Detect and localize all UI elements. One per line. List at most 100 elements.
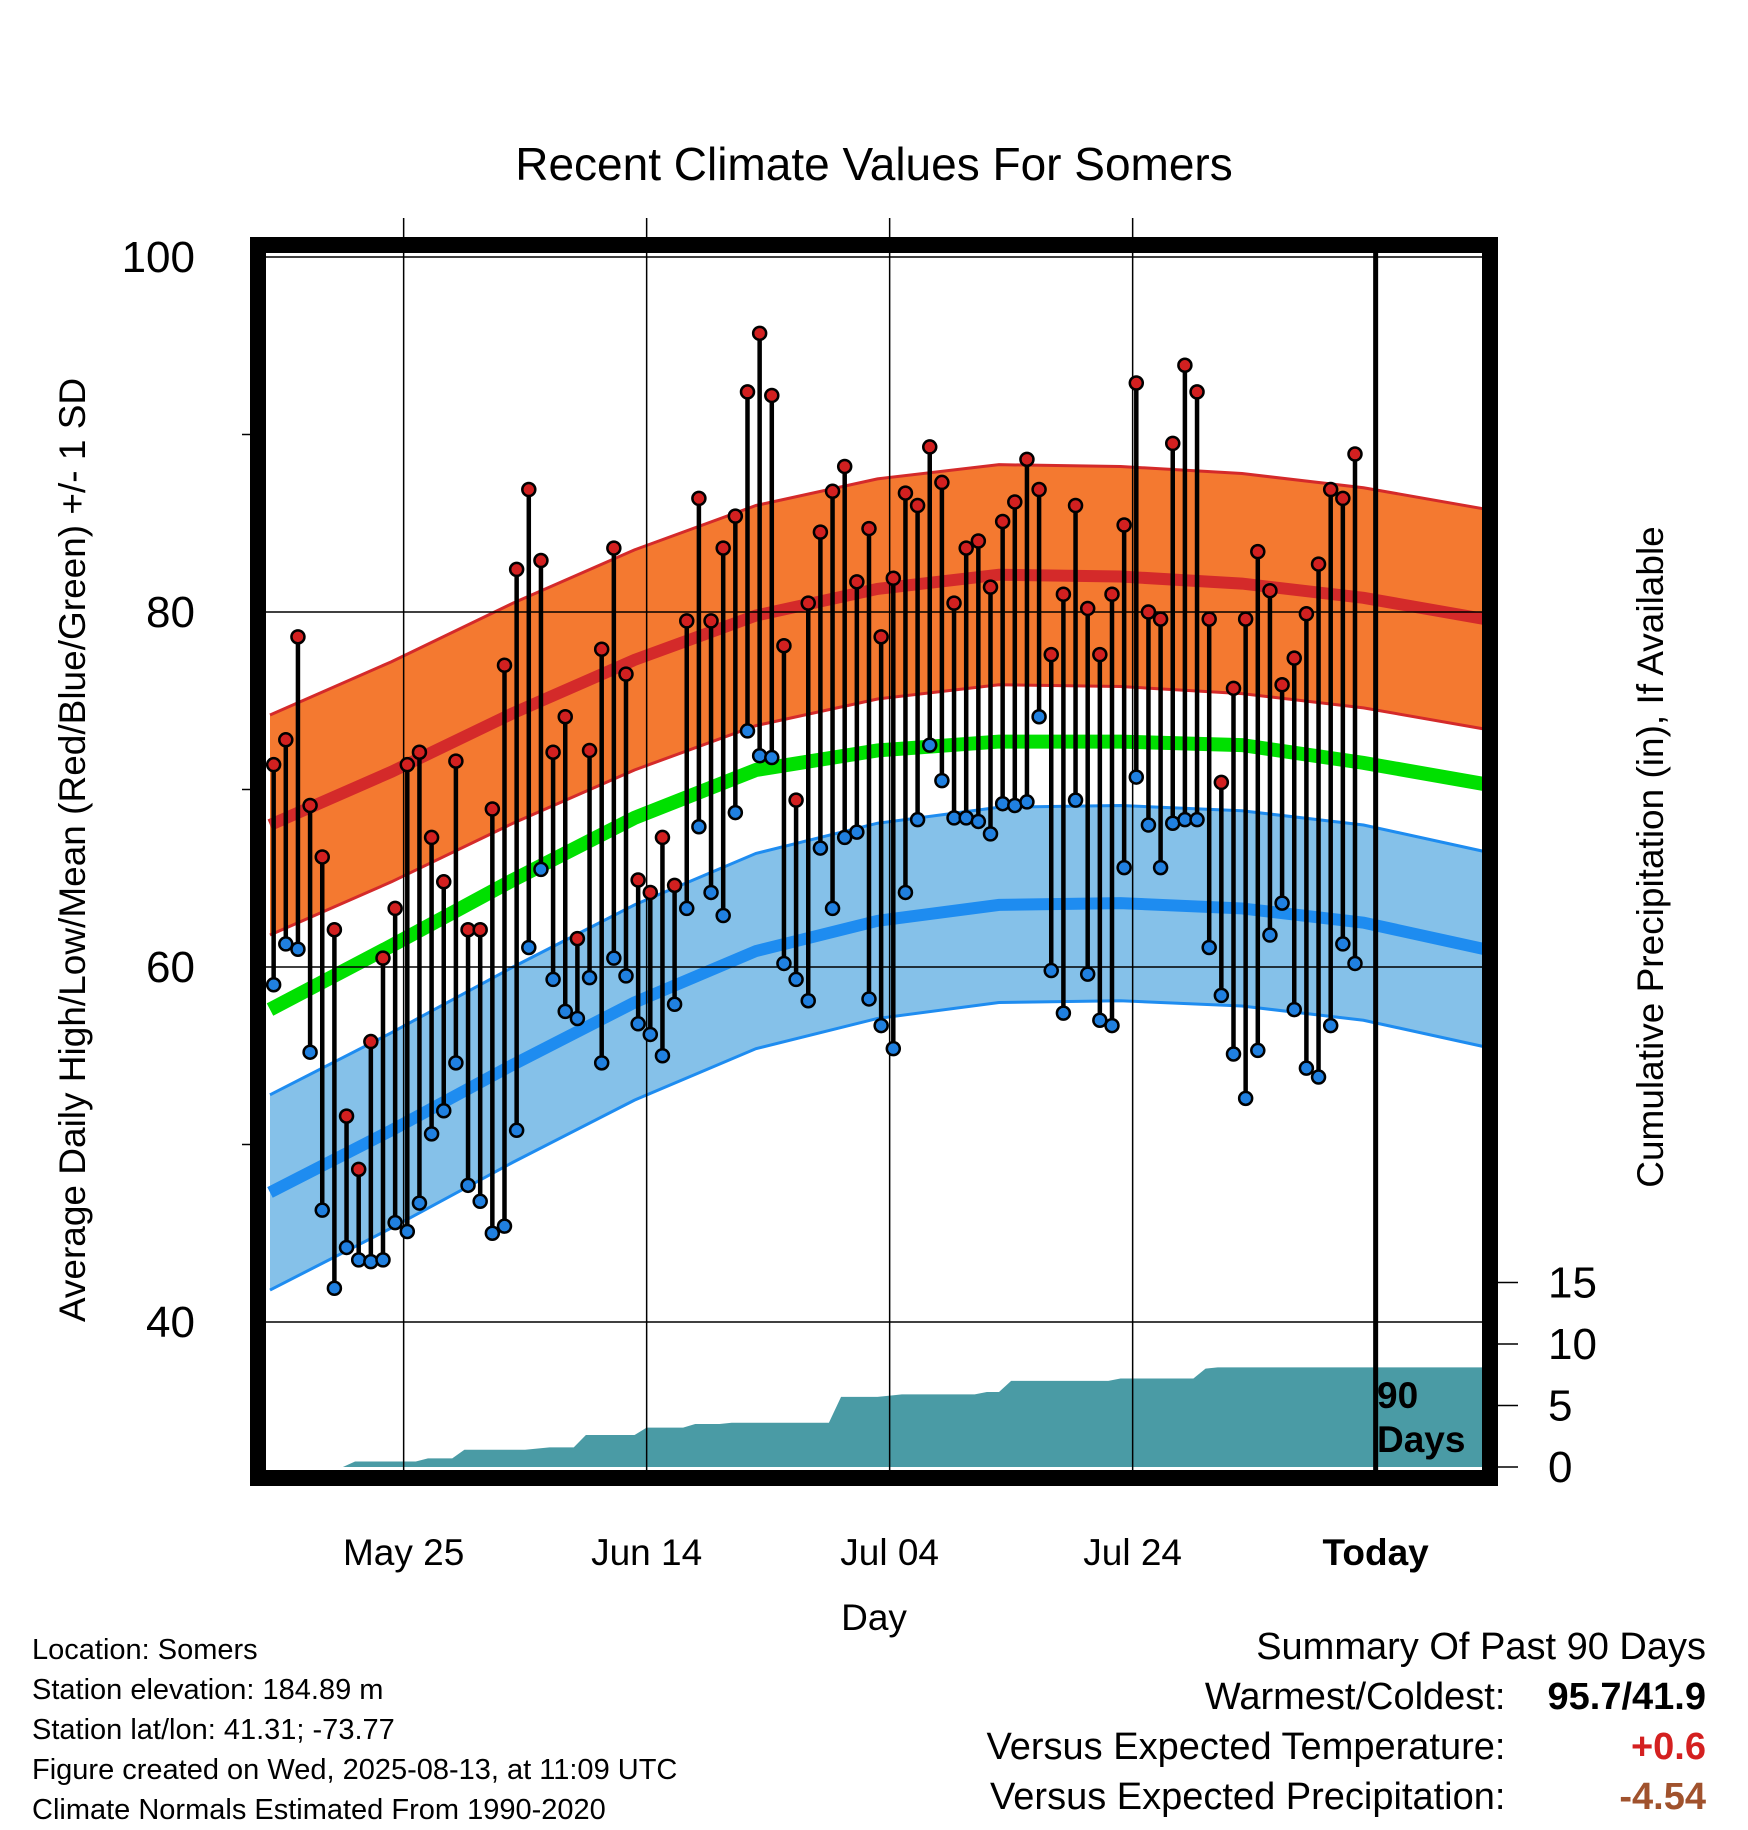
high-point xyxy=(994,513,1011,530)
high-point xyxy=(630,872,646,888)
x-tick-label: Today xyxy=(1323,1532,1430,1573)
high-point xyxy=(423,829,440,846)
high-point xyxy=(1019,451,1035,468)
low-point xyxy=(363,1253,379,1270)
low-point xyxy=(1274,895,1290,911)
high-point xyxy=(1189,384,1205,400)
high-point xyxy=(1262,582,1278,599)
high-point xyxy=(654,829,671,846)
high-point xyxy=(581,742,598,759)
low-point xyxy=(1201,939,1217,956)
low-point xyxy=(508,1122,525,1139)
low-point xyxy=(861,991,877,1007)
low-point xyxy=(739,723,756,739)
low-point xyxy=(1067,792,1084,808)
low-point xyxy=(460,1177,476,1194)
low-point xyxy=(1031,708,1047,725)
normals-text: Climate Normals Estimated From 1990-2020 xyxy=(32,1794,606,1826)
high-point xyxy=(642,884,659,901)
high-point xyxy=(545,744,561,760)
elevation-text: Station elevation: 184.89 m xyxy=(32,1674,384,1706)
low-point xyxy=(423,1126,440,1142)
precip-area xyxy=(270,1367,1485,1467)
low-point xyxy=(934,772,950,789)
high-point xyxy=(921,439,938,455)
high-point xyxy=(606,540,622,556)
high-point xyxy=(593,641,610,658)
temp-departure-value: +0.6 xyxy=(1630,1726,1706,1768)
low-point xyxy=(691,819,707,835)
x-tick-label: Jun 14 xyxy=(591,1532,702,1573)
x-tick-label: Jul 24 xyxy=(1083,1532,1182,1573)
low-point xyxy=(533,861,549,878)
high-point xyxy=(1055,586,1072,602)
high-point xyxy=(1043,646,1059,663)
high-point xyxy=(363,1033,379,1050)
x-tick-label: Jul 04 xyxy=(840,1532,939,1573)
y2-tick-label: 10 xyxy=(1548,1320,1597,1369)
high-point xyxy=(946,595,962,611)
high-point xyxy=(909,497,926,514)
high-point xyxy=(290,629,306,645)
high-point xyxy=(1250,543,1266,560)
high-point xyxy=(1335,490,1351,507)
chart-title: Recent Climate Values For Somers xyxy=(515,138,1233,190)
y-tick-label: 80 xyxy=(146,588,195,637)
low-point xyxy=(399,1223,416,1240)
precip-departure-label: Versus Expected Precipitation: xyxy=(990,1776,1506,1818)
low-point xyxy=(788,971,804,988)
normal-low-line xyxy=(267,897,1487,1198)
plot-area xyxy=(266,463,1487,1467)
high-point xyxy=(861,520,877,537)
high-point xyxy=(338,1108,355,1124)
high-point xyxy=(496,657,513,673)
high-point xyxy=(727,508,744,524)
low-point xyxy=(484,1225,501,1241)
high-point xyxy=(411,744,428,760)
high-point xyxy=(800,595,816,611)
high-point xyxy=(970,533,987,549)
high-point xyxy=(1286,650,1302,666)
created-text: Figure created on Wed, 2025-08-13, at 11… xyxy=(32,1754,678,1786)
x-tick-label: May 25 xyxy=(343,1532,464,1573)
high-point xyxy=(399,756,416,773)
low-point xyxy=(1262,927,1278,943)
high-point xyxy=(314,849,330,865)
low-point xyxy=(630,1016,646,1032)
low-point xyxy=(1250,1042,1266,1059)
high-point xyxy=(739,384,756,400)
low-point xyxy=(982,826,999,842)
low-point xyxy=(666,996,683,1013)
low-point xyxy=(1286,1001,1302,1018)
high-point xyxy=(1237,611,1254,627)
low-point xyxy=(1225,1046,1242,1062)
high-point xyxy=(764,387,780,404)
low-point xyxy=(824,900,841,917)
high-point xyxy=(521,481,537,498)
high-point xyxy=(618,666,634,682)
low-point xyxy=(1213,987,1230,1004)
low-point xyxy=(302,1044,318,1060)
high-point xyxy=(824,483,841,500)
low-point xyxy=(593,1055,610,1071)
low-point xyxy=(1079,966,1096,982)
low-point xyxy=(909,811,926,828)
high-point xyxy=(1092,646,1108,663)
location-text: Location: Somers xyxy=(32,1634,258,1666)
high-point xyxy=(1177,357,1193,374)
y2-tick-label: 0 xyxy=(1548,1443,1572,1492)
high-point xyxy=(1067,497,1084,514)
low-point xyxy=(265,977,282,993)
summary-title: Summary Of Past 90 Days xyxy=(1256,1626,1706,1668)
warmest-coldest-value: 95.7/41.9 xyxy=(1547,1676,1706,1718)
today-days-label: Days xyxy=(1377,1419,1465,1460)
high-point xyxy=(934,474,950,491)
low-point xyxy=(703,884,719,901)
high-point xyxy=(387,900,403,917)
warmest-coldest-row: Warmest/Coldest: 95.7/41.9 xyxy=(987,1672,1706,1722)
temp-departure-row: Versus Expected Temperature: +0.6 xyxy=(987,1722,1706,1772)
high-point xyxy=(836,458,853,475)
low-point xyxy=(764,749,780,766)
low-point xyxy=(1043,962,1059,979)
low-point xyxy=(1128,769,1145,785)
